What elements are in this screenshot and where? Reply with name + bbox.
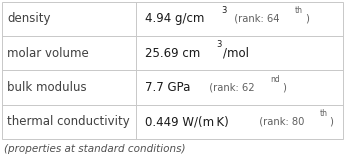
Text: molar volume: molar volume bbox=[7, 47, 89, 60]
Text: 0.449 W/(m K): 0.449 W/(m K) bbox=[145, 115, 229, 128]
Text: ): ) bbox=[305, 14, 309, 24]
Text: (rank: 64: (rank: 64 bbox=[228, 14, 280, 24]
Text: 4.94 g/cm: 4.94 g/cm bbox=[145, 12, 204, 25]
Text: th: th bbox=[295, 6, 303, 15]
Text: (properties at standard conditions): (properties at standard conditions) bbox=[4, 144, 186, 155]
Text: th: th bbox=[319, 109, 327, 118]
Text: (rank: 62: (rank: 62 bbox=[204, 82, 255, 92]
Text: 3: 3 bbox=[216, 40, 221, 49]
Text: 25.69 cm: 25.69 cm bbox=[145, 47, 200, 60]
Text: /mol: /mol bbox=[223, 47, 249, 60]
Text: thermal conductivity: thermal conductivity bbox=[7, 115, 130, 128]
Bar bbox=[2, 2, 343, 139]
Text: ): ) bbox=[283, 82, 286, 92]
Text: nd: nd bbox=[270, 75, 280, 84]
Text: ): ) bbox=[329, 117, 334, 127]
Text: bulk modulus: bulk modulus bbox=[7, 81, 87, 94]
Text: 3: 3 bbox=[221, 6, 227, 15]
Text: 7.7 GPa: 7.7 GPa bbox=[145, 81, 190, 94]
Text: (rank: 80: (rank: 80 bbox=[253, 117, 304, 127]
Text: density: density bbox=[7, 12, 50, 25]
